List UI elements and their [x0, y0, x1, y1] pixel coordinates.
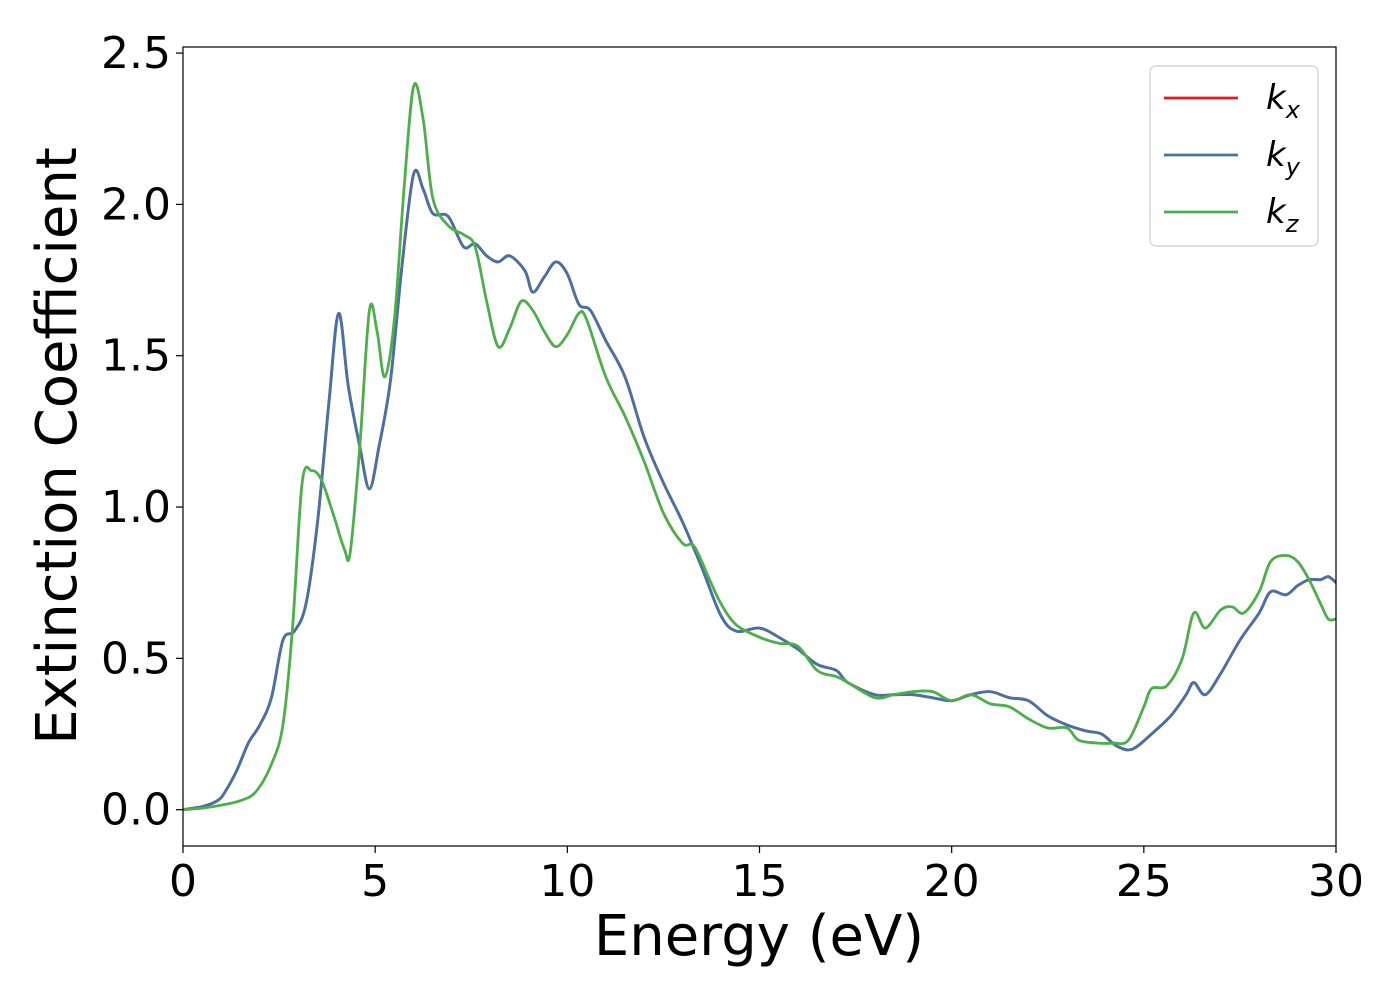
y-tick-label: 2.0 — [101, 179, 171, 230]
legend-label-kz: kz — [1266, 192, 1300, 238]
legend-label-kx: kx — [1266, 78, 1301, 124]
series-line-kz — [183, 82, 1336, 812]
y-tick-label: 0.5 — [101, 633, 171, 684]
plot-background — [183, 47, 1336, 846]
y-tick-label: 1.0 — [101, 482, 171, 533]
y-axis: 0.0 0.5 1.0 1.5 2.0 2.5 — [101, 28, 183, 836]
x-tick-label: 25 — [1116, 856, 1172, 907]
x-axis: 0 5 10 15 20 25 30 — [169, 846, 1364, 907]
legend: kx ky kz — [1149, 65, 1319, 247]
y-axis-title: Extinction Coefficient — [25, 147, 90, 745]
y-tick-label: 1.5 — [101, 331, 171, 382]
legend-label-ky: ky — [1266, 135, 1301, 181]
series-line-ky — [183, 168, 1336, 812]
x-axis-title: Energy (eV) — [594, 904, 924, 969]
y-tick-label: 2.5 — [101, 28, 171, 79]
series-layer — [183, 82, 1336, 812]
x-tick-label: 30 — [1308, 856, 1364, 907]
x-tick-label: 10 — [539, 856, 595, 907]
y-tick-label: 0.0 — [101, 785, 171, 836]
x-tick-label: 15 — [732, 856, 788, 907]
legend-entries: kx ky kz — [1164, 78, 1301, 238]
x-tick-label: 20 — [924, 856, 980, 907]
x-tick-label: 0 — [169, 856, 197, 907]
x-tick-label: 5 — [361, 856, 389, 907]
